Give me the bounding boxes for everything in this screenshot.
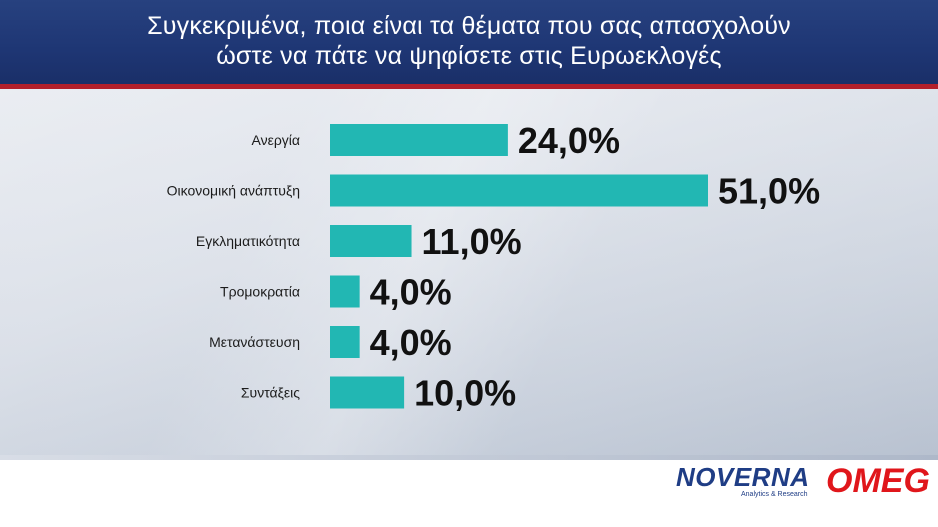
category-label: Τρομοκρατία xyxy=(220,284,300,300)
bar xyxy=(330,275,360,308)
bar xyxy=(330,225,412,257)
bar xyxy=(330,376,405,409)
title-line-1: Συγκεκριμένα, ποια είναι τα θέματα που σ… xyxy=(147,12,791,40)
footer-bar: NOVERNA Analytics & Research OMEG xyxy=(0,455,938,527)
noverna-logo: NOVERNA Analytics & Research xyxy=(676,464,810,504)
bar xyxy=(330,326,360,358)
header-accent-stripe xyxy=(0,84,938,89)
category-label: Συντάξεις xyxy=(241,385,300,401)
noverna-tagline: Analytics & Research xyxy=(740,491,808,498)
bar xyxy=(330,174,708,207)
value-label: 4,0% xyxy=(370,272,452,313)
value-label: 4,0% xyxy=(370,322,452,363)
category-label: Εγκληματικότητα xyxy=(196,233,300,249)
bar xyxy=(330,124,508,156)
noverna-wordmark: NOVERNA xyxy=(676,462,810,492)
category-label: Μετανάστευση xyxy=(209,334,300,350)
chart-panel: Ανεργία 24,0% Οικονομική ανάπτυξη 51,0% Εγκλ… xyxy=(0,89,938,455)
header-banner: Συγκεκριμένα, ποια είναι τα θέματα που σ… xyxy=(0,0,938,84)
title-line-2: ώστε να πάτε να ψηφίσετε στις Ευρωεκλογέ… xyxy=(216,42,722,70)
omega-logo: OMEG xyxy=(826,462,930,500)
bar-chart: Ανεργία 24,0% Οικονομική ανάπτυξη 51,0% Εγκλ… xyxy=(167,120,820,414)
footer-band xyxy=(0,455,938,460)
value-label: 10,0% xyxy=(414,373,516,414)
category-label: Ανεργία xyxy=(252,132,301,148)
value-label: 24,0% xyxy=(518,120,620,161)
category-label: Οικονομική ανάπτυξη xyxy=(167,183,300,199)
value-label: 51,0% xyxy=(718,171,820,212)
value-label: 11,0% xyxy=(422,221,522,262)
